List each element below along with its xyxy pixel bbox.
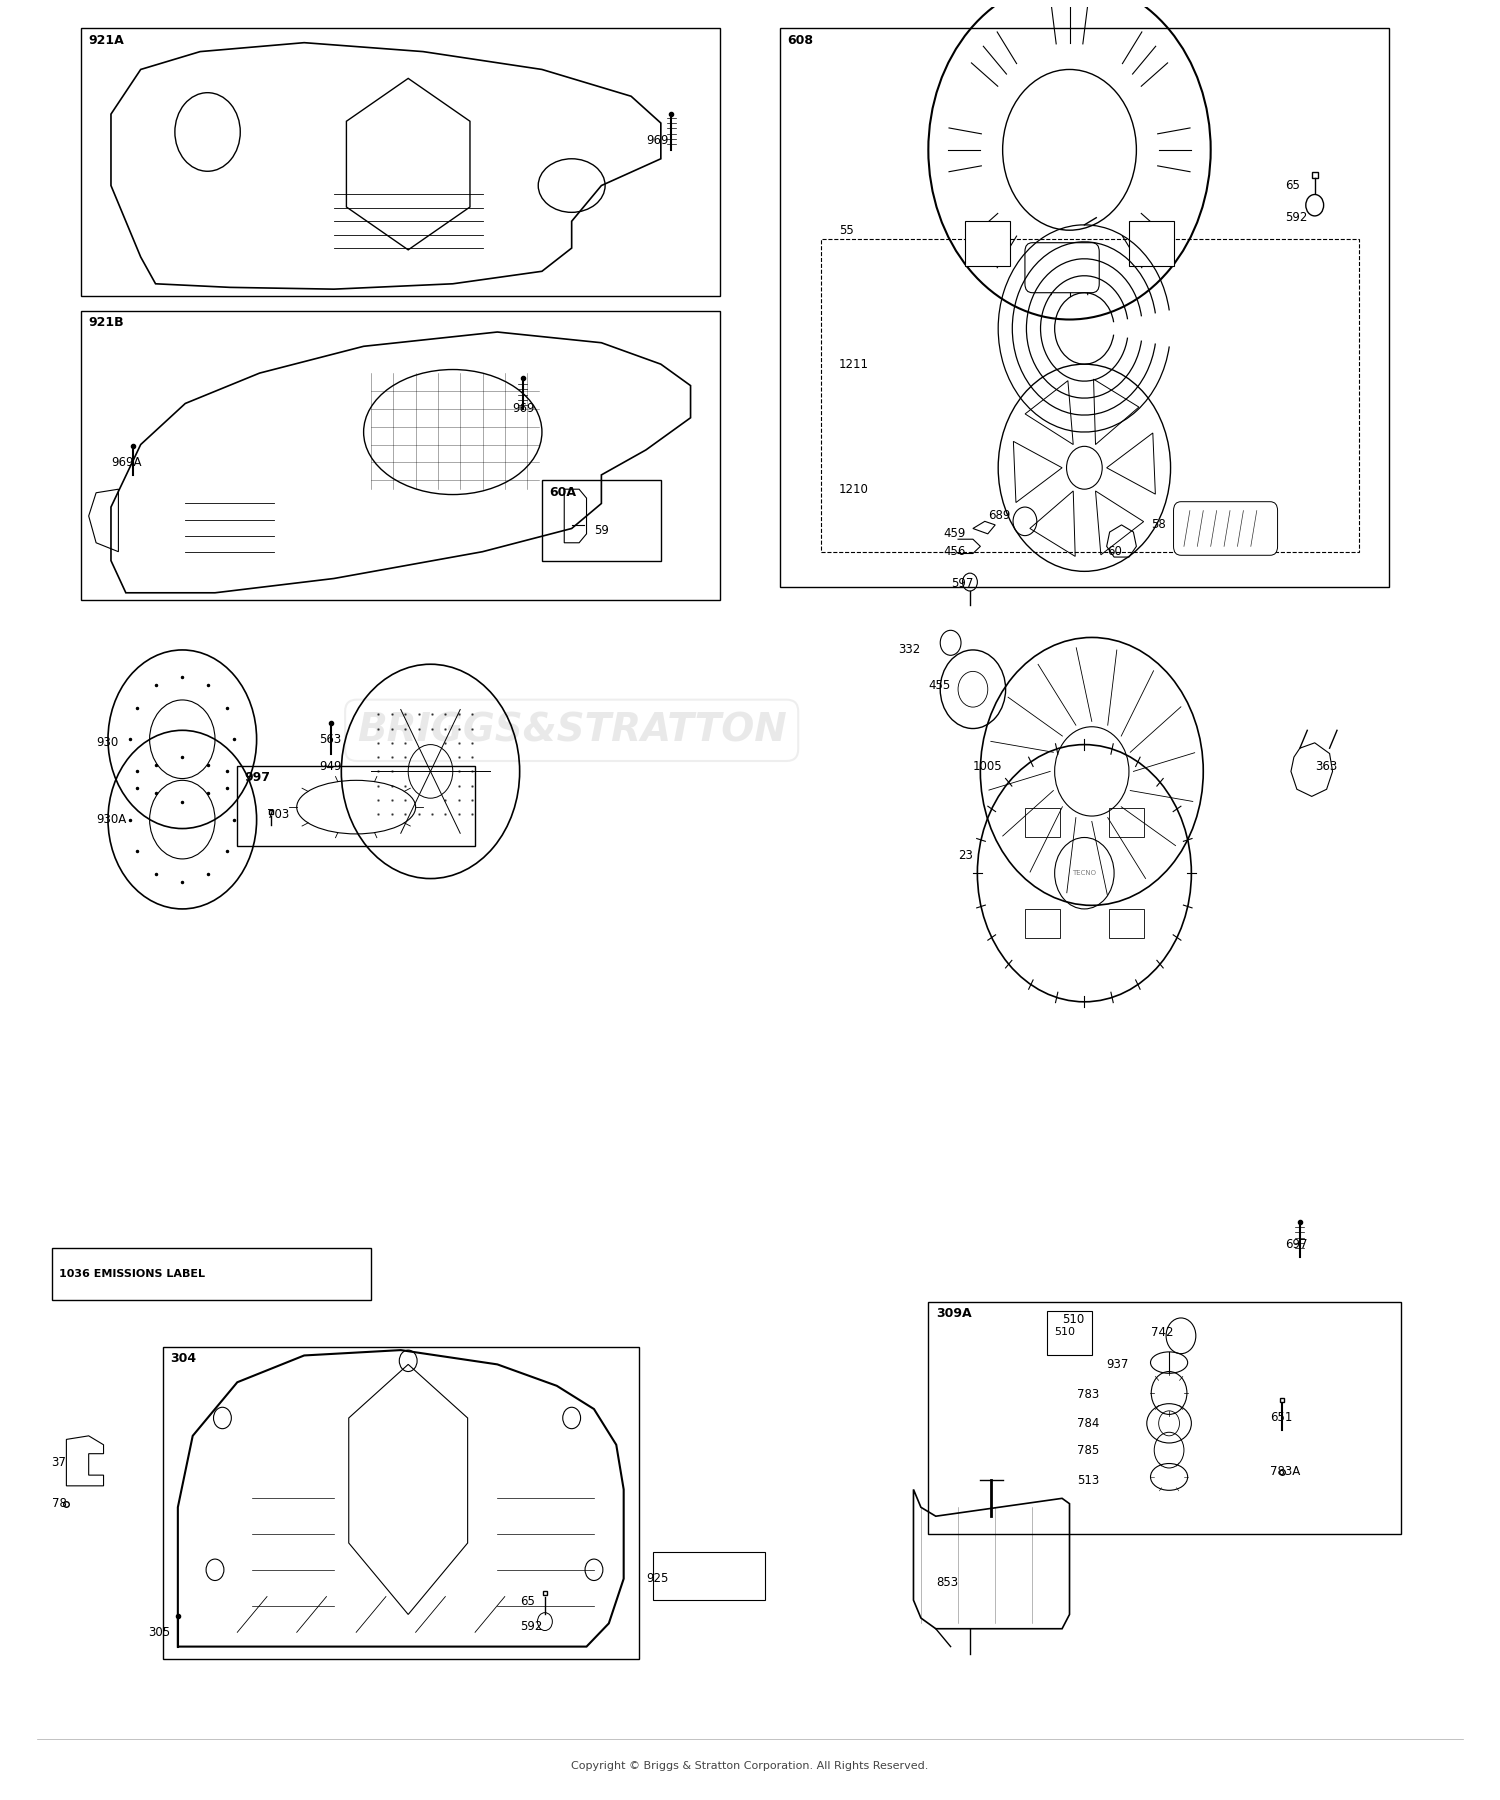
Text: Copyright © Briggs & Stratton Corporation. All Rights Reserved.: Copyright © Briggs & Stratton Corporatio…: [572, 1760, 928, 1771]
Text: 58: 58: [1152, 518, 1166, 531]
Text: 1036 EMISSIONS LABEL: 1036 EMISSIONS LABEL: [58, 1269, 206, 1280]
Text: 592: 592: [1286, 211, 1308, 225]
FancyBboxPatch shape: [1024, 243, 1100, 293]
Text: 597: 597: [951, 578, 974, 590]
Text: 23: 23: [958, 850, 974, 862]
Text: 563: 563: [320, 733, 342, 745]
Text: 305: 305: [148, 1625, 170, 1638]
Text: 742: 742: [1152, 1327, 1173, 1339]
Text: 969: 969: [646, 135, 669, 148]
Text: BRIGGS&STRATTON: BRIGGS&STRATTON: [357, 711, 786, 749]
Text: 513: 513: [1077, 1474, 1100, 1487]
Text: 925: 925: [646, 1571, 669, 1586]
Text: TECNO: TECNO: [1072, 869, 1096, 877]
Text: 785: 785: [1077, 1444, 1100, 1456]
Text: 304: 304: [171, 1352, 196, 1364]
FancyBboxPatch shape: [966, 221, 1010, 266]
Text: 1210: 1210: [839, 482, 868, 495]
Text: 784: 784: [1077, 1417, 1100, 1429]
Text: 783A: 783A: [1270, 1465, 1300, 1478]
Text: 921B: 921B: [88, 317, 125, 329]
Text: 689: 689: [988, 509, 1010, 522]
Text: 78: 78: [51, 1498, 66, 1510]
Text: 60: 60: [1107, 545, 1122, 558]
FancyBboxPatch shape: [1173, 502, 1278, 554]
Text: 510: 510: [1054, 1327, 1076, 1337]
Text: 55: 55: [839, 223, 854, 238]
Text: 65: 65: [1286, 178, 1300, 193]
Text: 783: 783: [1077, 1388, 1100, 1400]
Text: 459: 459: [944, 527, 966, 540]
Text: 59: 59: [594, 524, 609, 536]
Text: 510: 510: [1062, 1314, 1084, 1327]
Text: 930: 930: [96, 736, 118, 749]
Text: 969: 969: [512, 403, 534, 416]
Text: 1211: 1211: [839, 358, 868, 371]
Text: 997: 997: [244, 772, 270, 785]
Text: 37: 37: [51, 1456, 66, 1469]
Text: 363: 363: [1314, 760, 1336, 772]
Text: 697: 697: [1286, 1238, 1308, 1251]
FancyBboxPatch shape: [1130, 221, 1173, 266]
Text: 309A: 309A: [936, 1307, 972, 1319]
Text: 1005: 1005: [974, 760, 1002, 772]
Text: 703: 703: [267, 808, 290, 821]
Text: 853: 853: [936, 1575, 958, 1589]
Text: 937: 937: [1107, 1357, 1130, 1372]
Text: 60A: 60A: [549, 486, 576, 499]
Text: 592: 592: [519, 1620, 542, 1633]
Text: 65: 65: [519, 1595, 534, 1609]
Text: 969A: 969A: [111, 455, 141, 470]
Text: 921A: 921A: [88, 34, 125, 47]
Text: 949: 949: [320, 760, 342, 772]
Text: 455: 455: [928, 679, 951, 693]
Text: 608: 608: [788, 34, 813, 47]
Text: 456: 456: [944, 545, 966, 558]
Text: 332: 332: [898, 643, 921, 657]
Text: 930A: 930A: [96, 814, 126, 826]
Text: 651: 651: [1270, 1411, 1293, 1424]
